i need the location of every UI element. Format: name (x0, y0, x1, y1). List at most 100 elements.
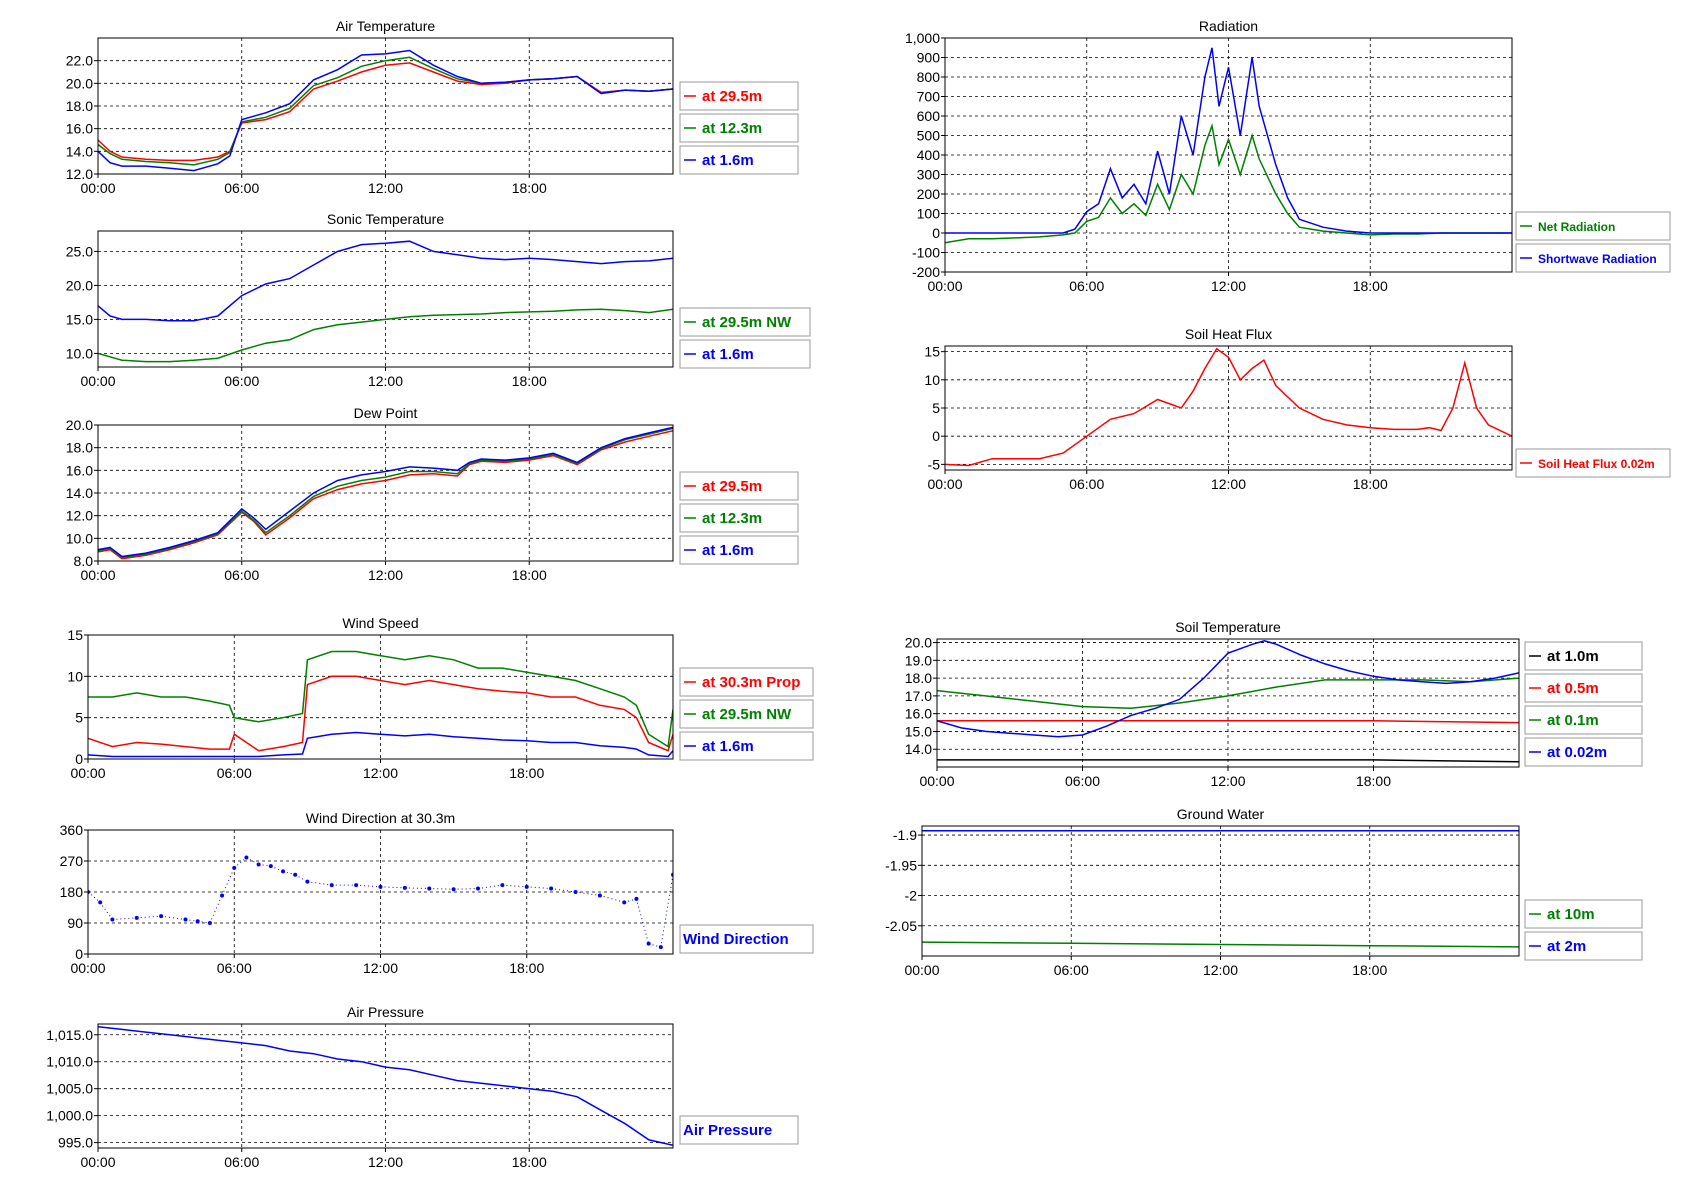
legend-box (679, 924, 814, 954)
legend-box (1524, 705, 1643, 735)
legend-box (1515, 243, 1671, 273)
wind-speed-chart: Wind Speed 0 5 10 15 00:00 06:00 12:00 18:00 at 3… (67, 615, 814, 781)
x-tick-label: 12:00 (368, 180, 403, 196)
legend-label: at 10m (1547, 906, 1595, 923)
y-tick-label: -2 (905, 888, 918, 904)
legend-entry: Shortwave Radiation (1515, 243, 1671, 273)
y-tick-label: 0 (75, 946, 83, 962)
y-tick-label: 1,000.0 (46, 1108, 93, 1124)
x-tick-label: 18:00 (1356, 773, 1391, 789)
x-tick-label: 12:00 (363, 960, 398, 976)
data-point-trail (161, 915, 186, 921)
x-tick-label: 18:00 (512, 567, 547, 583)
data-point-trail (294, 874, 308, 883)
legend-box (679, 145, 799, 175)
legend-entry: at 1.0m (1524, 641, 1643, 671)
series-line-1 (945, 47, 1512, 234)
legend-entry: at 0.1m (1524, 705, 1643, 735)
legend-label: at 29.5m (702, 478, 762, 495)
legend-label: at 29.5m (702, 88, 762, 105)
legend-label: at 1.0m (1547, 648, 1599, 665)
legend-entry: at 1.6m (679, 339, 811, 369)
y-tick-label: 90 (67, 915, 83, 931)
series-line-0 (98, 429, 673, 560)
air-pressure-chart: Air Pressure 995.0 1,000.0 1,005.0 1,010.0 1,… (46, 1004, 799, 1170)
x-tick-label: 06:00 (217, 765, 252, 781)
y-tick-label: 20.0 (905, 635, 932, 651)
dew-point-chart: Dew Point 8.0 10.0 12.0 14.0 16.0 18.0 20.0 00:0… (66, 405, 799, 583)
legend-box (1515, 211, 1671, 241)
y-tick-label: 16.0 (66, 121, 93, 137)
legend-box (679, 535, 799, 565)
series-line-2 (98, 49, 673, 172)
legend-box (679, 699, 814, 729)
radiation-chart: Radiation -200 -100 0 100 200 300 400 500 600 700 8… (905, 18, 1671, 294)
legend-entry: at 29.5m (679, 81, 799, 111)
grid-lines (98, 425, 673, 561)
legend-label: at 12.3m (702, 510, 762, 527)
y-tick-label: 16.0 (905, 706, 932, 722)
data-point-trail (404, 887, 430, 890)
legend-box (1524, 899, 1643, 929)
legend-label: at 0.02m (1547, 744, 1607, 761)
x-tick-label: 18:00 (509, 960, 544, 976)
y-tick-label: 20.0 (66, 277, 93, 293)
sonic-temperature-chart: Sonic Temperature 10.0 15.0 20.0 25.0 00:00 06… (66, 211, 811, 389)
x-tick-label: 00:00 (80, 373, 115, 389)
legend-box (679, 339, 811, 369)
y-tick-label: 0 (75, 751, 83, 767)
y-tick-label: 15.0 (66, 311, 93, 327)
x-tick-label: 18:00 (512, 373, 547, 389)
y-tick-label: 500 (917, 128, 941, 144)
chart-title: Dew Point (354, 405, 418, 421)
series-line-0 (937, 759, 1519, 763)
x-tick-label: 12:00 (368, 1154, 403, 1170)
y-tick-label: 10.0 (66, 345, 93, 361)
legend-box (679, 471, 799, 501)
y-tick-label: -1.95 (885, 857, 917, 873)
legend-label: at 1.6m (702, 152, 754, 169)
chart-title: Soil Heat Flux (1185, 326, 1272, 342)
x-tick-label: 18:00 (512, 180, 547, 196)
legend-entry: at 29.5m (679, 471, 799, 501)
legend-entry: Air Pressure (679, 1115, 799, 1145)
grid-lines (98, 231, 673, 367)
y-tick-label: 25.0 (66, 243, 93, 259)
data-point-trail (477, 884, 503, 890)
legend-label: Net Radiation (1538, 220, 1615, 234)
series-line-2 (98, 426, 673, 558)
wind-direction-chart: Wind Direction at 30.3m 0 90 180 270 360 00:00… (60, 810, 814, 976)
soil-temperature-chart: Soil Temperature 14.0 15.016.0 17.0 18.0 19.0… (905, 619, 1643, 789)
y-tick-label: 18.0 (905, 670, 932, 686)
y-tick-label: 18.0 (66, 440, 93, 456)
x-tick-label: 12:00 (1211, 476, 1246, 492)
y-tick-label: 12.0 (66, 166, 93, 182)
series-line-0 (88, 675, 673, 752)
legend-box (679, 113, 799, 143)
y-tick-label: 600 (917, 108, 941, 124)
data-point-trail (526, 886, 552, 890)
x-tick-label: 18:00 (509, 765, 544, 781)
x-tick-label: 00:00 (70, 765, 105, 781)
series-group (98, 240, 673, 363)
x-tick-label: 00:00 (80, 567, 115, 583)
y-tick-label: 14.0 (66, 485, 93, 501)
y-tick-label: 800 (917, 69, 941, 85)
x-tick-label: 00:00 (80, 180, 115, 196)
legend-entry: at 2m (1524, 931, 1643, 961)
y-tick-label: 16.0 (66, 462, 93, 478)
x-tick-label: 06:00 (217, 960, 252, 976)
y-tick-label: 1,005.0 (46, 1081, 93, 1097)
legend-box (1524, 641, 1643, 671)
data-point-trail (88, 891, 101, 903)
x-tick-label: 06:00 (1069, 278, 1104, 294)
legend-entry: Soil Heat Flux 0.02m (1515, 448, 1671, 478)
y-tick-label: 15.0 (905, 723, 932, 739)
y-tick-label: 15 (924, 344, 940, 360)
y-tick-label: 1,010.0 (46, 1054, 93, 1070)
legend-label: Shortwave Radiation (1538, 252, 1657, 266)
y-tick-label: 18.0 (66, 98, 93, 114)
y-tick-label: 14.0 (905, 741, 932, 757)
legend-label: Soil Heat Flux 0.02m (1538, 457, 1655, 471)
x-tick-label: 18:00 (512, 1154, 547, 1170)
